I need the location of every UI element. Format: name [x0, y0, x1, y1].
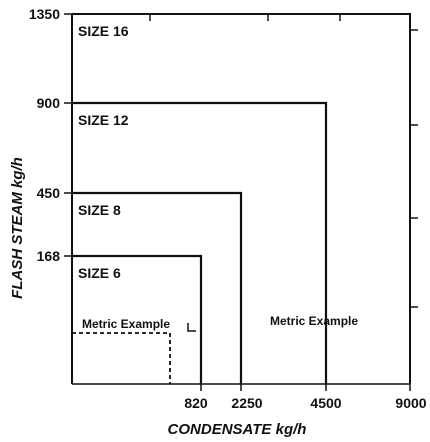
x-tick-label-4500: 4500 — [310, 395, 341, 411]
y-tick-label-168: 168 — [37, 248, 61, 264]
metric-example-label-left: Metric Example — [82, 317, 170, 331]
metric-example-label-right: Metric Example — [270, 314, 358, 328]
size-6-label: SIZE 6 — [78, 265, 121, 281]
size-16-boundary — [72, 13, 411, 384]
y-axis-label: FLASH STEAM kg/h — [9, 157, 26, 299]
x-tick-label-820: 820 — [184, 395, 208, 411]
size-8-boundary — [72, 191, 243, 384]
metric-example-pointer — [187, 323, 196, 332]
size-12-label: SIZE 12 — [78, 112, 129, 128]
metric-example-dashed-line — [72, 332, 171, 384]
x-axis-label: CONDENSATE kg/h — [168, 421, 307, 438]
size-8-label: SIZE 8 — [78, 202, 121, 218]
size-16-label: SIZE 16 — [78, 23, 129, 39]
x-tick-label-9000: 9000 — [395, 395, 426, 411]
axis-ticks: 1350 900 450 168 820 2250 4500 9000 — [29, 6, 427, 411]
y-tick-label-1350: 1350 — [29, 6, 60, 22]
y-tick-label-450: 450 — [37, 185, 61, 201]
y-tick-label-900: 900 — [37, 95, 61, 111]
size-12-boundary — [72, 101, 328, 384]
size-boxes: SIZE 16 SIZE 12 SIZE 8 SIZE 6 — [72, 13, 411, 384]
x-tick-label-2250: 2250 — [231, 395, 262, 411]
size-6-boundary — [72, 254, 203, 384]
